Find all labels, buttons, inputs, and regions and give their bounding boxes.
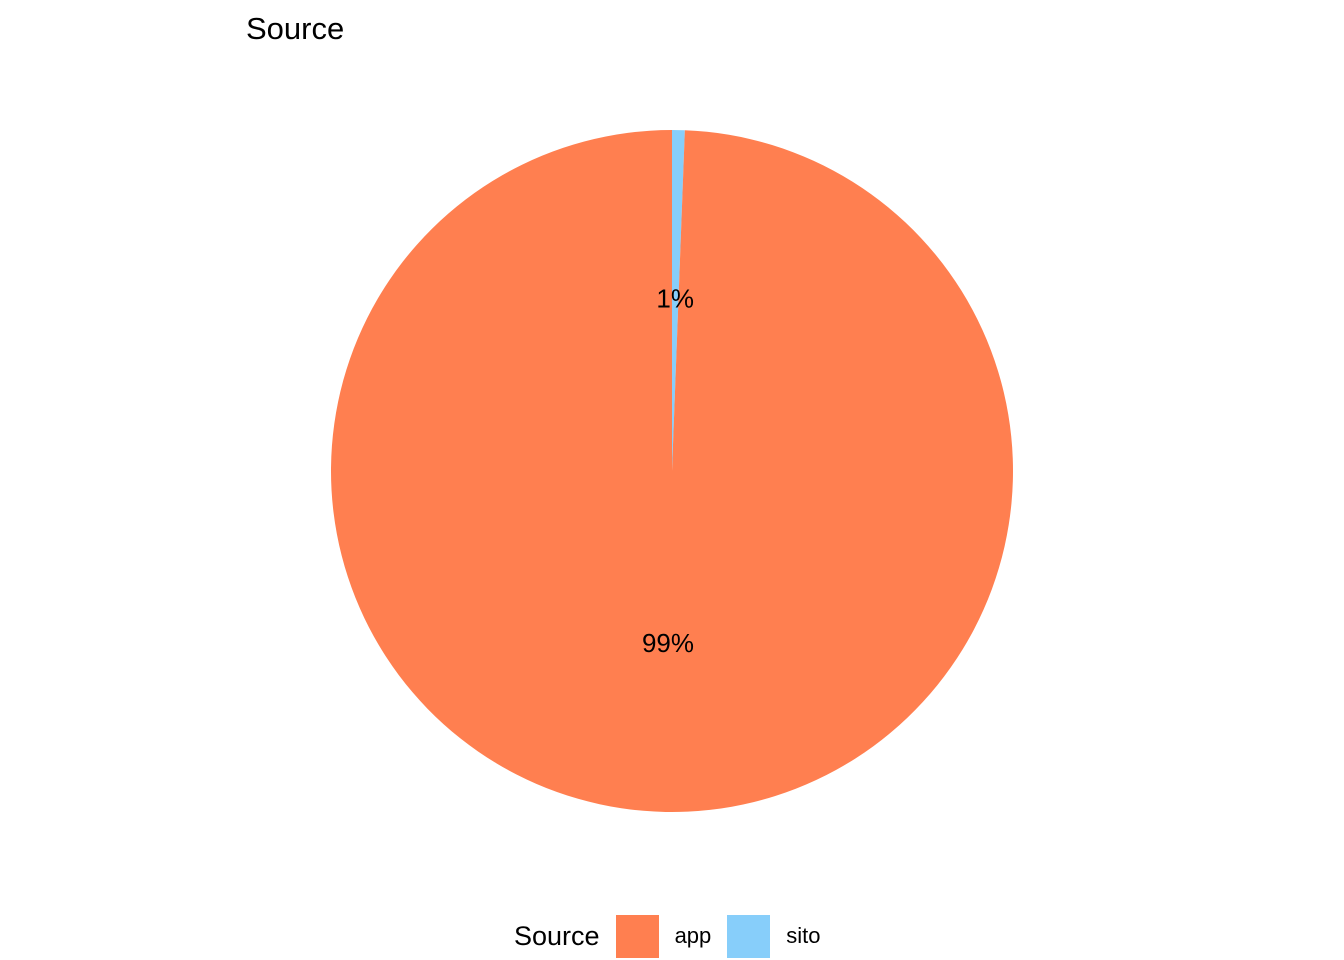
pie-label-app: 99% [642,628,694,658]
legend-item-app: app [615,914,728,958]
legend-key-sito [727,914,771,958]
legend-label-sito: sito [786,923,821,948]
pie-label-sito: 1% [656,283,694,313]
pie-slice-labels: 1% 99% [642,283,694,657]
legend-key-app [615,914,659,958]
legend-label-app: app [674,923,712,948]
legend-title: Source [514,920,600,951]
legend-item-sito: sito [727,914,836,958]
pie-slices [330,130,1013,813]
pie-slice-app [330,130,1013,813]
legend: Source app sito [514,914,837,958]
legend-items: app sito [615,914,837,958]
chart-title: Source [246,11,345,46]
pie-slice-sito [672,130,685,471]
